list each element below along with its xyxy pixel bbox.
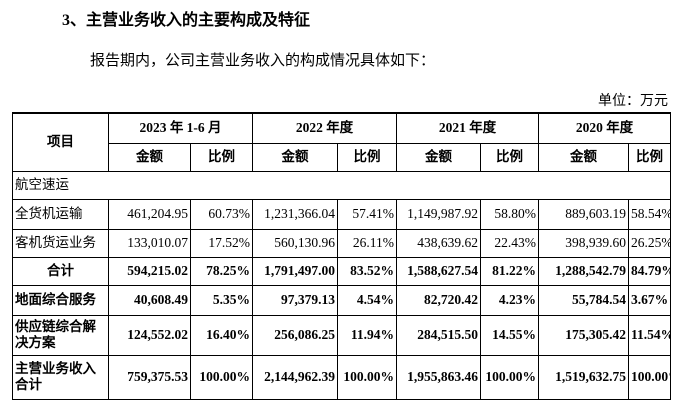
ratio-cell: 11.54% [628,314,671,356]
ratio-cell: 58.80% [480,198,539,230]
amount-cell: 256,086.25 [252,314,338,356]
ratio-cell: 100.00% [480,354,539,400]
ratio-cell: 78.25% [190,256,253,286]
amount-cell: 461,204.95 [108,198,191,230]
period-header: 2020 年度 [538,112,671,144]
ratio-cell: 26.25% [628,228,671,258]
amount-cell: 82,720.42 [396,284,481,316]
amount-cell: 594,215.02 [108,256,191,286]
subheader-cell: 金额 [252,142,338,172]
amount-cell: 1,955,863.46 [396,354,481,400]
ratio-cell: 83.52% [337,256,397,286]
intro-text: 报告期内，公司主营业务收入的构成情况具体如下： [90,53,436,69]
table-row: 客机货运业务 133,010.07 17.52% 560,130.96 26.11% 43… [12,228,671,258]
table-row: 航空速运 [12,170,671,200]
amount-cell: 55,784.54 [538,284,629,316]
ratio-cell: 4.54% [337,284,397,316]
section-title: 3、主营业务收入的主要构成及特征 [62,12,311,29]
revenue-table: 项目 2023 年 1-6 月 2022 年度 2021 年度 2020 年度 … [12,112,671,400]
amount-cell: 1,288,542.79 [538,256,629,286]
row-label: 主营业务收入合计 [12,354,109,400]
period-header: 2023 年 1-6 月 [108,112,253,144]
ratio-cell: 100.00% [628,354,671,400]
amount-cell: 759,375.53 [108,354,191,400]
amount-cell: 40,608.49 [108,284,191,316]
table-row: 主营业务收入合计 759,375.53 100.00% 2,144,962.39 100… [12,354,671,400]
ratio-cell: 57.41% [337,198,397,230]
ratio-cell: 22.43% [480,228,539,258]
period-header: 2022 年度 [252,112,397,144]
ratio-cell: 11.94% [337,314,397,356]
ratio-cell: 17.52% [190,228,253,258]
ratio-cell: 81.22% [480,256,539,286]
subheader-cell: 比例 [480,142,539,172]
header-cell: 项目 [12,112,109,172]
table-row: 合计 594,215.02 78.25% 1,791,497.00 83.52% 1,58… [12,256,671,286]
amount-cell: 398,939.60 [538,228,629,258]
unit-note: 单位：万元 [598,94,668,109]
ratio-cell: 3.67% [628,284,671,316]
row-label: 地面综合服务 [12,284,109,316]
period-header: 2021 年度 [396,112,539,144]
ratio-cell: 84.79% [628,256,671,286]
row-label: 客机货运业务 [12,228,109,258]
amount-cell: 124,552.02 [108,314,191,356]
amount-cell: 175,305.42 [538,314,629,356]
subheader-cell: 比例 [190,142,253,172]
table-row: 全货机运输 461,204.95 60.73% 1,231,366.04 57.41% 1… [12,198,671,230]
ratio-cell: 60.73% [190,198,253,230]
amount-cell: 1,519,632.75 [538,354,629,400]
subheader-cell: 比例 [628,142,671,172]
subheader-cell: 金额 [108,142,191,172]
ratio-cell: 14.55% [480,314,539,356]
amount-cell: 1,791,497.00 [252,256,338,286]
ratio-cell: 4.23% [480,284,539,316]
subheader-cell: 比例 [337,142,397,172]
amount-cell: 2,144,962.39 [252,354,338,400]
subheader-cell: 金额 [538,142,629,172]
amount-cell: 1,588,627.54 [396,256,481,286]
row-label: 全货机运输 [12,198,109,230]
amount-cell: 438,639.62 [396,228,481,258]
ratio-cell: 100.00% [190,354,253,400]
subheader-cell: 金额 [396,142,481,172]
amount-cell: 889,603.19 [538,198,629,230]
row-label: 航空速运 [12,170,671,200]
table-row: 供应链综合解决方案 124,552.02 16.40% 256,086.25 11.94… [12,314,671,356]
amount-cell: 1,231,366.04 [252,198,338,230]
ratio-cell: 58.54% [628,198,671,230]
table-row: 地面综合服务 40,608.49 5.35% 97,379.13 4.54% 82,720… [12,284,671,316]
ratio-cell: 26.11% [337,228,397,258]
amount-cell: 133,010.07 [108,228,191,258]
ratio-cell: 5.35% [190,284,253,316]
row-label: 合计 [12,256,109,286]
amount-cell: 1,149,987.92 [396,198,481,230]
ratio-cell: 16.40% [190,314,253,356]
ratio-cell: 100.00% [337,354,397,400]
amount-cell: 284,515.50 [396,314,481,356]
row-label: 供应链综合解决方案 [12,314,109,356]
amount-cell: 560,130.96 [252,228,338,258]
amount-cell: 97,379.13 [252,284,338,316]
